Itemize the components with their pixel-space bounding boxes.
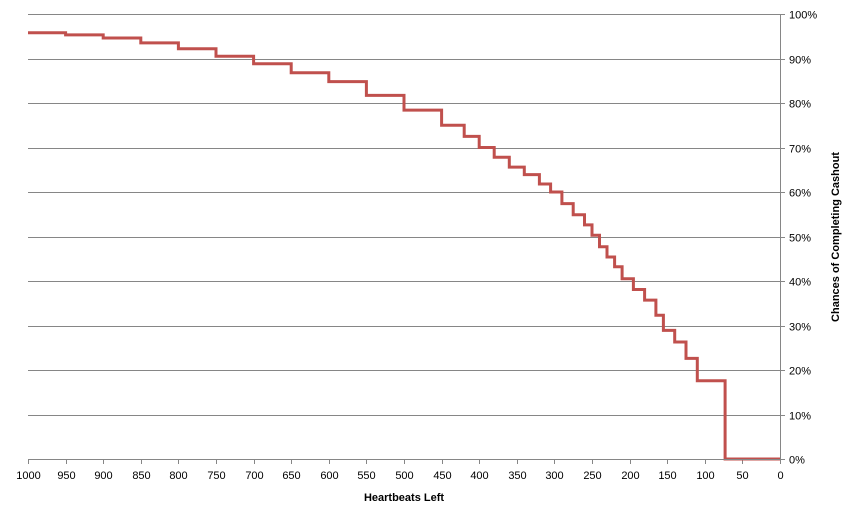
plot-series [28,31,780,461]
x-tick-label: 550 [357,470,375,482]
x-tick-label: 500 [395,470,413,482]
y-tick-label: 30% [789,322,811,334]
x-tick-label: 600 [320,470,338,482]
x-tick-label: 200 [621,470,639,482]
x-tick-label: 750 [207,470,225,482]
y-axis-title: Chances of Completing Cashout [830,152,842,322]
y-tick-label: 100% [789,10,817,22]
y-tick-label: 10% [789,411,811,423]
y-tick-label: 60% [789,188,811,200]
x-tick-label: 700 [245,470,263,482]
y-tick-label: 70% [789,144,811,156]
x-tick-label: 950 [57,470,75,482]
y-tick-label: 80% [789,99,811,111]
x-tick-label: 100 [696,470,714,482]
x-tick-label: 0 [777,470,783,482]
x-tick-label: 400 [470,470,488,482]
y-tick-label: 40% [789,277,811,289]
x-tick-label: 250 [583,470,601,482]
x-tick-label: 850 [132,470,150,482]
x-axis-ticks: 1000 950 900 850 800 750 700 650 600 550 500 450 400… [16,459,784,482]
x-tick-label: 800 [169,470,187,482]
x-tick-label: 1000 [16,470,40,482]
x-tick-label: 150 [658,470,676,482]
gridlines [28,14,780,416]
x-tick-label: 900 [94,470,112,482]
x-tick-label: 650 [282,470,300,482]
y-tick-label: 0% [789,455,805,467]
x-tick-label: 300 [545,470,563,482]
x-tick-label: 350 [508,470,526,482]
y-tick-label: 50% [789,233,811,245]
y-axis-ticks: 0% 10% 20% 30% 40% 50% 60% 70% 80% 90% 100% [780,10,817,467]
x-tick-label: 450 [433,470,451,482]
y-tick-label: 20% [789,366,811,378]
y-tick-label: 90% [789,55,811,67]
x-tick-label: 50 [736,470,748,482]
x-axis-title: Heartbeats Left [364,492,444,504]
series-line [28,31,780,461]
